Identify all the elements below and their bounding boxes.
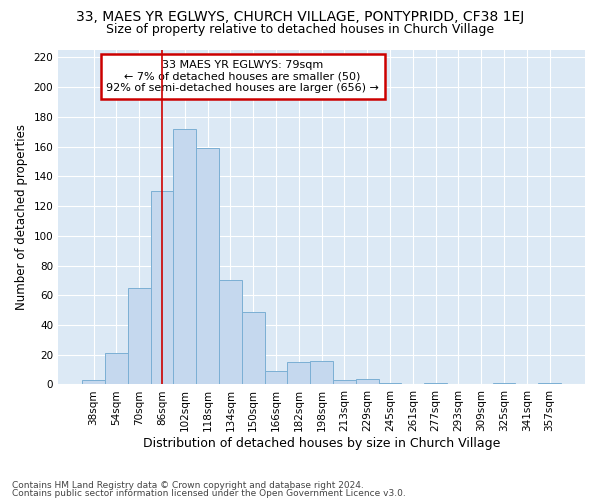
- Bar: [82, 380, 105, 384]
- Y-axis label: Number of detached properties: Number of detached properties: [15, 124, 28, 310]
- Text: Contains public sector information licensed under the Open Government Licence v3: Contains public sector information licen…: [12, 488, 406, 498]
- Bar: [538, 383, 561, 384]
- Bar: [242, 312, 265, 384]
- Bar: [493, 383, 515, 384]
- Text: Size of property relative to detached houses in Church Village: Size of property relative to detached ho…: [106, 22, 494, 36]
- Bar: [333, 380, 356, 384]
- Bar: [287, 362, 310, 384]
- Bar: [151, 191, 173, 384]
- Text: 33 MAES YR EGLWYS: 79sqm
← 7% of detached houses are smaller (50)
92% of semi-de: 33 MAES YR EGLWYS: 79sqm ← 7% of detache…: [106, 60, 379, 93]
- Text: 33, MAES YR EGLWYS, CHURCH VILLAGE, PONTYPRIDD, CF38 1EJ: 33, MAES YR EGLWYS, CHURCH VILLAGE, PONT…: [76, 10, 524, 24]
- Bar: [219, 280, 242, 384]
- Bar: [356, 378, 379, 384]
- Bar: [379, 383, 401, 384]
- Bar: [310, 360, 333, 384]
- Bar: [173, 129, 196, 384]
- Bar: [128, 288, 151, 384]
- Bar: [424, 383, 447, 384]
- Bar: [265, 371, 287, 384]
- Bar: [196, 148, 219, 384]
- Text: Contains HM Land Registry data © Crown copyright and database right 2024.: Contains HM Land Registry data © Crown c…: [12, 481, 364, 490]
- X-axis label: Distribution of detached houses by size in Church Village: Distribution of detached houses by size …: [143, 437, 500, 450]
- Bar: [105, 353, 128, 384]
